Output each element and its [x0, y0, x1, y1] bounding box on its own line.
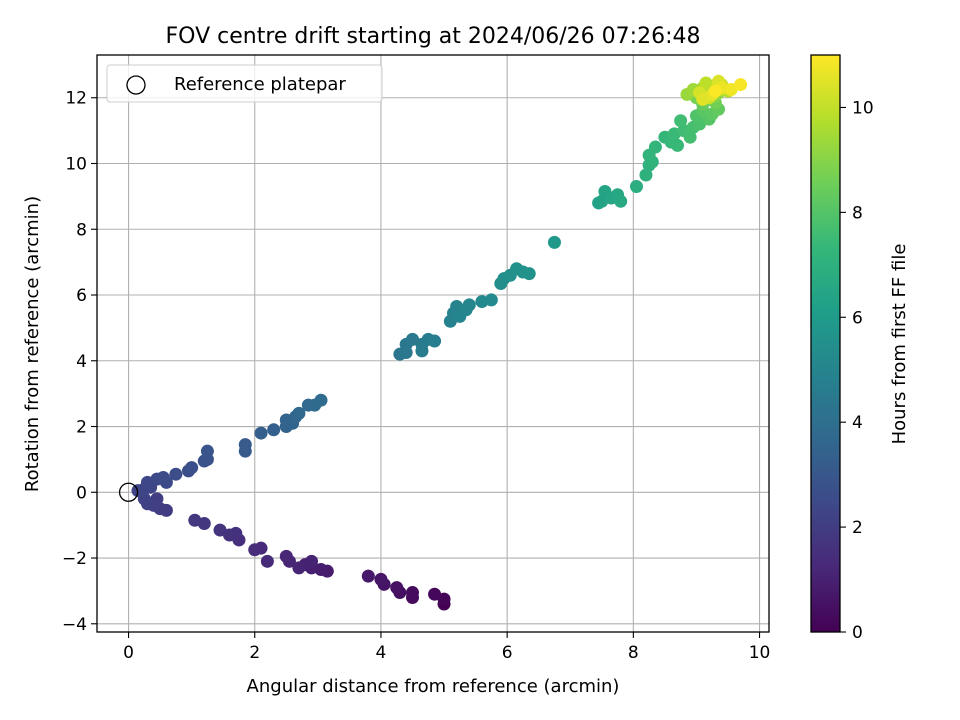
scatter-point: [639, 168, 653, 182]
scatter-point: [314, 393, 328, 407]
scatter-point: [415, 344, 429, 358]
scatter-point: [200, 444, 214, 458]
scatter-point: [484, 293, 498, 307]
colorbar-tick-label: 6: [852, 308, 863, 328]
x-tick-label: 2: [249, 643, 260, 663]
legend-open-circle-marker: [126, 75, 146, 95]
y-tick-label: 2: [76, 418, 87, 438]
y-tick-label: 12: [65, 89, 87, 109]
y-tick-label: 6: [76, 286, 87, 306]
reference-platepar-marker: [118, 482, 139, 502]
data-points: [118, 74, 748, 611]
colorbar-tick-label: 10: [852, 98, 874, 118]
scatter-point: [292, 561, 306, 575]
colorbar: [810, 54, 841, 633]
x-tick-label: 6: [502, 643, 513, 663]
x-tick-label: 4: [376, 643, 387, 663]
scatter-point: [734, 78, 748, 92]
x-tick-label: 10: [749, 643, 771, 663]
y-tick-label: 4: [76, 352, 87, 372]
scatter-point: [428, 587, 442, 601]
scatter-point: [374, 572, 388, 586]
y-axis-ticks: −4 −2 0 2 4 6 8 10 12: [62, 89, 97, 635]
scatter-point: [260, 554, 274, 568]
y-grid-lines: [97, 97, 769, 625]
y-tick-label: 0: [76, 483, 87, 503]
scatter-point: [238, 438, 252, 452]
scatter-point: [169, 467, 183, 481]
colorbar-tick-label: 0: [852, 623, 863, 643]
scatter-point: [292, 406, 306, 420]
scatter-point: [156, 470, 170, 484]
x-axis-label: Angular distance from reference (arcmin): [247, 676, 620, 697]
scatter-point: [671, 138, 685, 152]
scatter-point: [614, 194, 628, 208]
scatter-point: [279, 549, 293, 563]
scatter-point: [361, 569, 375, 583]
scatter-point: [188, 513, 202, 527]
legend-label-reference-platepar: Reference platepar: [174, 74, 346, 95]
scatter-point: [547, 235, 561, 249]
x-grid-lines: [127, 55, 761, 632]
colorbar-tick-label: 2: [852, 518, 863, 538]
scatter-point: [462, 298, 476, 312]
y-axis-label: Rotation from reference (arcmin): [22, 196, 43, 492]
colorbar-label: Hours from first FF file: [889, 244, 910, 445]
y-tick-label: 10: [65, 154, 87, 174]
scatter-point: [254, 426, 268, 440]
scatter-point: [629, 180, 643, 194]
scatter-point: [648, 140, 662, 154]
scatter-point: [683, 130, 697, 144]
scatter-point: [390, 581, 404, 595]
colorbar-ticks: 0 2 4 6 8 10: [840, 98, 874, 643]
y-tick-label: −4: [62, 615, 87, 635]
y-tick-label: −2: [62, 549, 87, 569]
scatter-point: [267, 423, 281, 437]
y-tick-label: 8: [76, 220, 87, 240]
x-tick-label: 8: [628, 643, 639, 663]
scatter-point: [213, 523, 227, 537]
legend-box: [106, 64, 383, 103]
x-tick-label: 0: [123, 643, 134, 663]
chart-title: FOV centre drift starting at 2024/06/26 …: [166, 24, 701, 49]
scatter-point: [674, 114, 688, 128]
scatter-point: [708, 84, 722, 98]
colorbar-tick-label: 4: [852, 413, 863, 433]
x-axis-ticks: 0 2 4 6 8 10: [123, 632, 770, 663]
scatter-point: [248, 543, 262, 557]
scatter-point: [185, 461, 199, 475]
colorbar-tick-label: 8: [852, 203, 863, 223]
scatter-point: [522, 267, 536, 281]
scatter-point: [305, 554, 319, 568]
scatter-point: [405, 586, 419, 600]
legend: Reference platepar: [106, 64, 383, 103]
scatter-point: [428, 334, 442, 348]
plot-area-frame: [96, 54, 770, 633]
